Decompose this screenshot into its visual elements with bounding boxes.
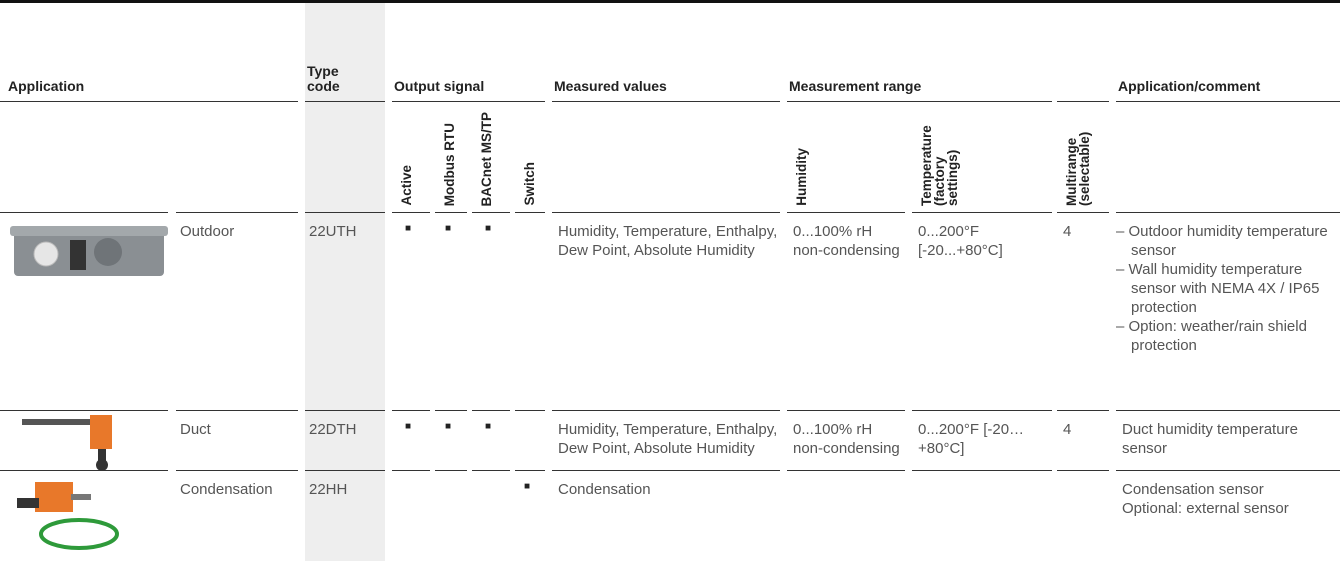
group-header: Output signal [394, 79, 543, 94]
measured-cell: Humidity, Temperature, Enthalpy, Dew Poi… [558, 222, 778, 260]
multirange-cell: 4 [1063, 420, 1107, 439]
temperature-cell: 0...200°F [-20...+80°C] [918, 222, 1050, 260]
comment-line: Optional: external sensor [1122, 499, 1340, 518]
measured-cell: Condensation [558, 480, 778, 499]
output-mark: ■ [485, 223, 491, 234]
output-mark: ■ [445, 223, 451, 234]
row-rule [1057, 470, 1109, 471]
row-rule [1057, 212, 1109, 213]
duct-sensor-image [20, 415, 120, 475]
row-rule [472, 410, 510, 411]
output-mark: ■ [524, 481, 530, 492]
top-rule [0, 0, 1340, 3]
row-rule [392, 212, 430, 213]
sub-header: Modbus RTU [443, 123, 456, 206]
row-rule [176, 410, 298, 411]
row-rule [552, 470, 780, 471]
header-rule [1057, 101, 1109, 102]
row-rule [0, 410, 168, 411]
comment-line: – Option: weather/rain shield protection [1116, 317, 1340, 355]
row-rule [912, 212, 1052, 213]
sub-header: Temperature (factory settings) [920, 106, 959, 206]
row-rule [515, 470, 545, 471]
sub-header: Multirange (selectable) [1065, 106, 1091, 206]
header-rule [1116, 101, 1340, 102]
row-rule [0, 470, 168, 471]
header-rule [787, 101, 1052, 102]
row-rule [472, 212, 510, 213]
application-cell: Condensation [180, 480, 294, 499]
row-rule [435, 470, 467, 471]
row-rule [305, 212, 385, 213]
comment-line: Condensation sensor [1122, 480, 1340, 499]
comment-line: Duct humidity temperature sensor [1122, 420, 1340, 458]
type-code-cell: 22UTH [309, 222, 381, 241]
row-rule [552, 212, 780, 213]
row-rule [176, 470, 298, 471]
application-cell: Duct [180, 420, 294, 439]
output-mark: ■ [405, 421, 411, 432]
row-rule [787, 470, 905, 471]
row-rule [1116, 410, 1340, 411]
row-rule [0, 212, 168, 213]
row-rule [176, 212, 298, 213]
row-rule [912, 470, 1052, 471]
row-rule [912, 410, 1052, 411]
sub-header: BACnet MS/TP [480, 112, 493, 207]
group-header: Application/comment [1118, 79, 1338, 94]
output-mark: ■ [445, 421, 451, 432]
row-rule [515, 212, 545, 213]
condensation-sensor-image [15, 476, 125, 558]
temperature-cell: 0...200°F [-20…+80°C] [918, 420, 1050, 458]
type-code-cell: 22DTH [309, 420, 381, 439]
group-header: Measurement range [789, 79, 1050, 94]
row-rule [392, 410, 430, 411]
row-rule [305, 410, 385, 411]
row-rule [552, 410, 780, 411]
type-code-cell: 22HH [309, 480, 381, 499]
sub-header: Switch [523, 162, 536, 206]
row-rule [472, 470, 510, 471]
row-rule [787, 410, 905, 411]
application-cell: Outdoor [180, 222, 294, 241]
header-rule [0, 101, 298, 102]
multirange-cell: 4 [1063, 222, 1107, 241]
sub-header: Active [400, 165, 413, 206]
row-rule [1057, 410, 1109, 411]
header-rule [305, 101, 385, 102]
header-rule [552, 101, 780, 102]
row-rule [1116, 212, 1340, 213]
sub-header: Humidity [795, 148, 808, 206]
humidity-cell: 0...100% rH non-condensing [793, 420, 903, 458]
row-rule [305, 470, 385, 471]
row-rule [515, 410, 545, 411]
row-rule [392, 470, 430, 471]
comment-line: – Outdoor humidity temperature sensor [1116, 222, 1340, 260]
group-header: Type code [307, 64, 347, 94]
comment-line: – Wall humidity temperature sensor with … [1116, 260, 1340, 317]
humidity-cell: 0...100% rH non-condensing [793, 222, 903, 260]
row-rule [1116, 470, 1340, 471]
spec-table: Application Type code Output signal Measure… [0, 0, 1340, 561]
group-header: Measured values [554, 79, 778, 94]
output-mark: ■ [405, 223, 411, 234]
row-rule [787, 212, 905, 213]
measured-cell: Humidity, Temperature, Enthalpy, Dew Poi… [558, 420, 778, 458]
output-mark: ■ [485, 421, 491, 432]
row-rule [435, 410, 467, 411]
outdoor-sensor-image [10, 222, 170, 292]
group-header: Application [8, 79, 302, 94]
row-rule [435, 212, 467, 213]
header-rule [392, 101, 545, 102]
